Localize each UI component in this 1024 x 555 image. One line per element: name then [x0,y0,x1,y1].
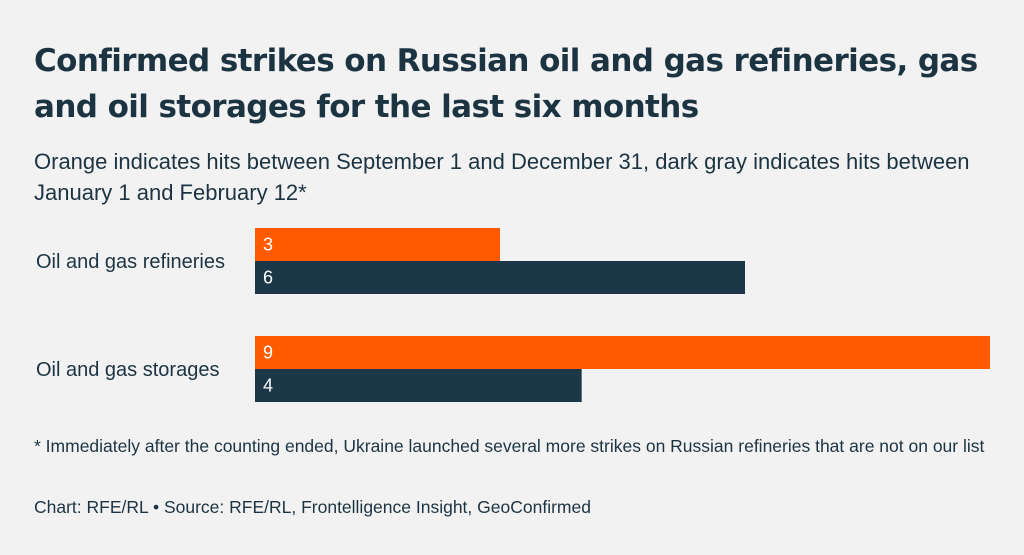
bar [255,228,500,261]
category-label: Oil and gas storages [36,359,219,381]
category-label: Oil and gas refineries [36,251,225,273]
source-credit: Chart: RFE/RL • Source: RFE/RL, Frontell… [34,497,591,517]
bar-value-label: 3 [263,235,273,255]
bar [255,261,745,294]
bar-chart-svg: Oil and gas refineries 3 6 Oil and gas stor… [36,228,990,402]
bar-chart: Oil and gas refineries 3 6 Oil and gas stor… [0,220,1024,410]
footnote: * Immediately after the counting ended, … [34,436,985,456]
bar-value-label: 4 [263,376,273,396]
bar [255,336,990,369]
chart-subtitle: Orange indicates hits between September … [34,149,970,205]
bar [255,369,582,402]
bar-value-label: 9 [263,343,273,363]
bar-value-label: 6 [263,268,273,288]
chart-title: Confirmed strikes on Russian oil and gas… [34,43,978,125]
